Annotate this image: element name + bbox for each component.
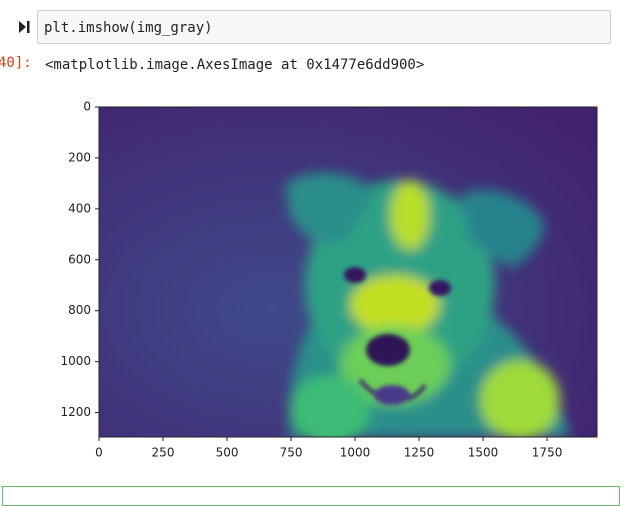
plot: 0 250 500 750 1000 1250 1500 1750 0 200 400 600 800 1…	[60, 100, 598, 460]
y-tick-label: 1200	[60, 405, 91, 419]
page: plt.imshow(img_gray) 40]: <matplotlib.im…	[0, 0, 620, 506]
cell-prompt: 40]:	[0, 55, 32, 71]
x-tick-label: 1750	[532, 446, 563, 460]
x-tick-label: 1500	[468, 446, 499, 460]
run-icon[interactable]	[0, 0, 40, 60]
x-tick-label: 500	[216, 446, 239, 460]
next-cell[interactable]	[2, 486, 620, 506]
y-tick-label: 800	[68, 303, 91, 317]
y-tick-label: 400	[68, 201, 91, 215]
code-input[interactable]: plt.imshow(img_gray)	[37, 10, 611, 44]
output-text: <matplotlib.image.AxesImage at 0x1477e6d…	[45, 57, 425, 73]
image	[99, 107, 597, 437]
x-tick-label: 750	[280, 446, 303, 460]
x-tick-label: 250	[152, 446, 175, 460]
y-tick-label: 1000	[60, 354, 91, 368]
x-tick-label: 0	[95, 446, 103, 460]
axes-frame	[98, 106, 598, 438]
y-tick-label: 600	[68, 252, 91, 266]
y-tick-label: 0	[83, 100, 91, 114]
x-tick-label: 1250	[404, 446, 435, 460]
x-tick-label: 1000	[340, 446, 371, 460]
y-tick-label: 200	[68, 150, 91, 164]
